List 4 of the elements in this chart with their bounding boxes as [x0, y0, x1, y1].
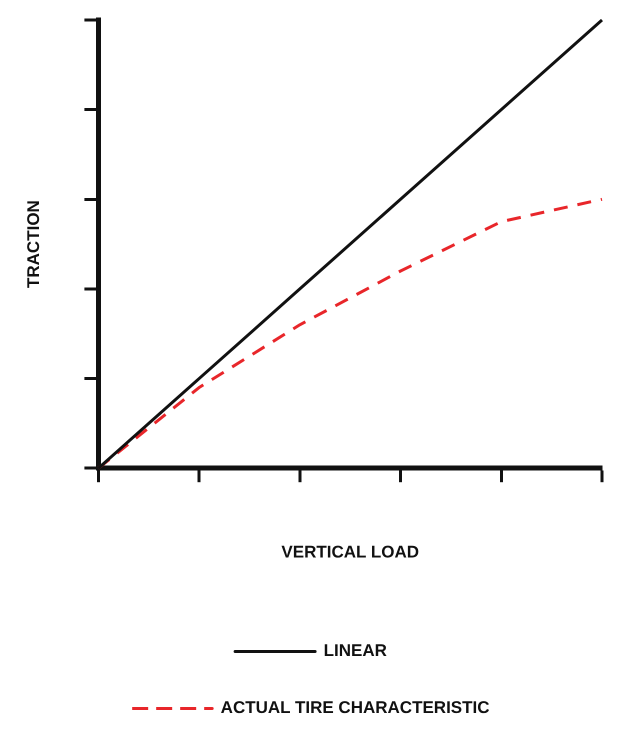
x-axis-title: VERTICAL LOAD: [281, 542, 419, 562]
y-axis-title: TRACTION: [24, 200, 43, 288]
legend-label: LINEAR: [324, 641, 387, 660]
legend-label: ACTUAL TIRE CHARACTERISTIC: [220, 698, 490, 718]
